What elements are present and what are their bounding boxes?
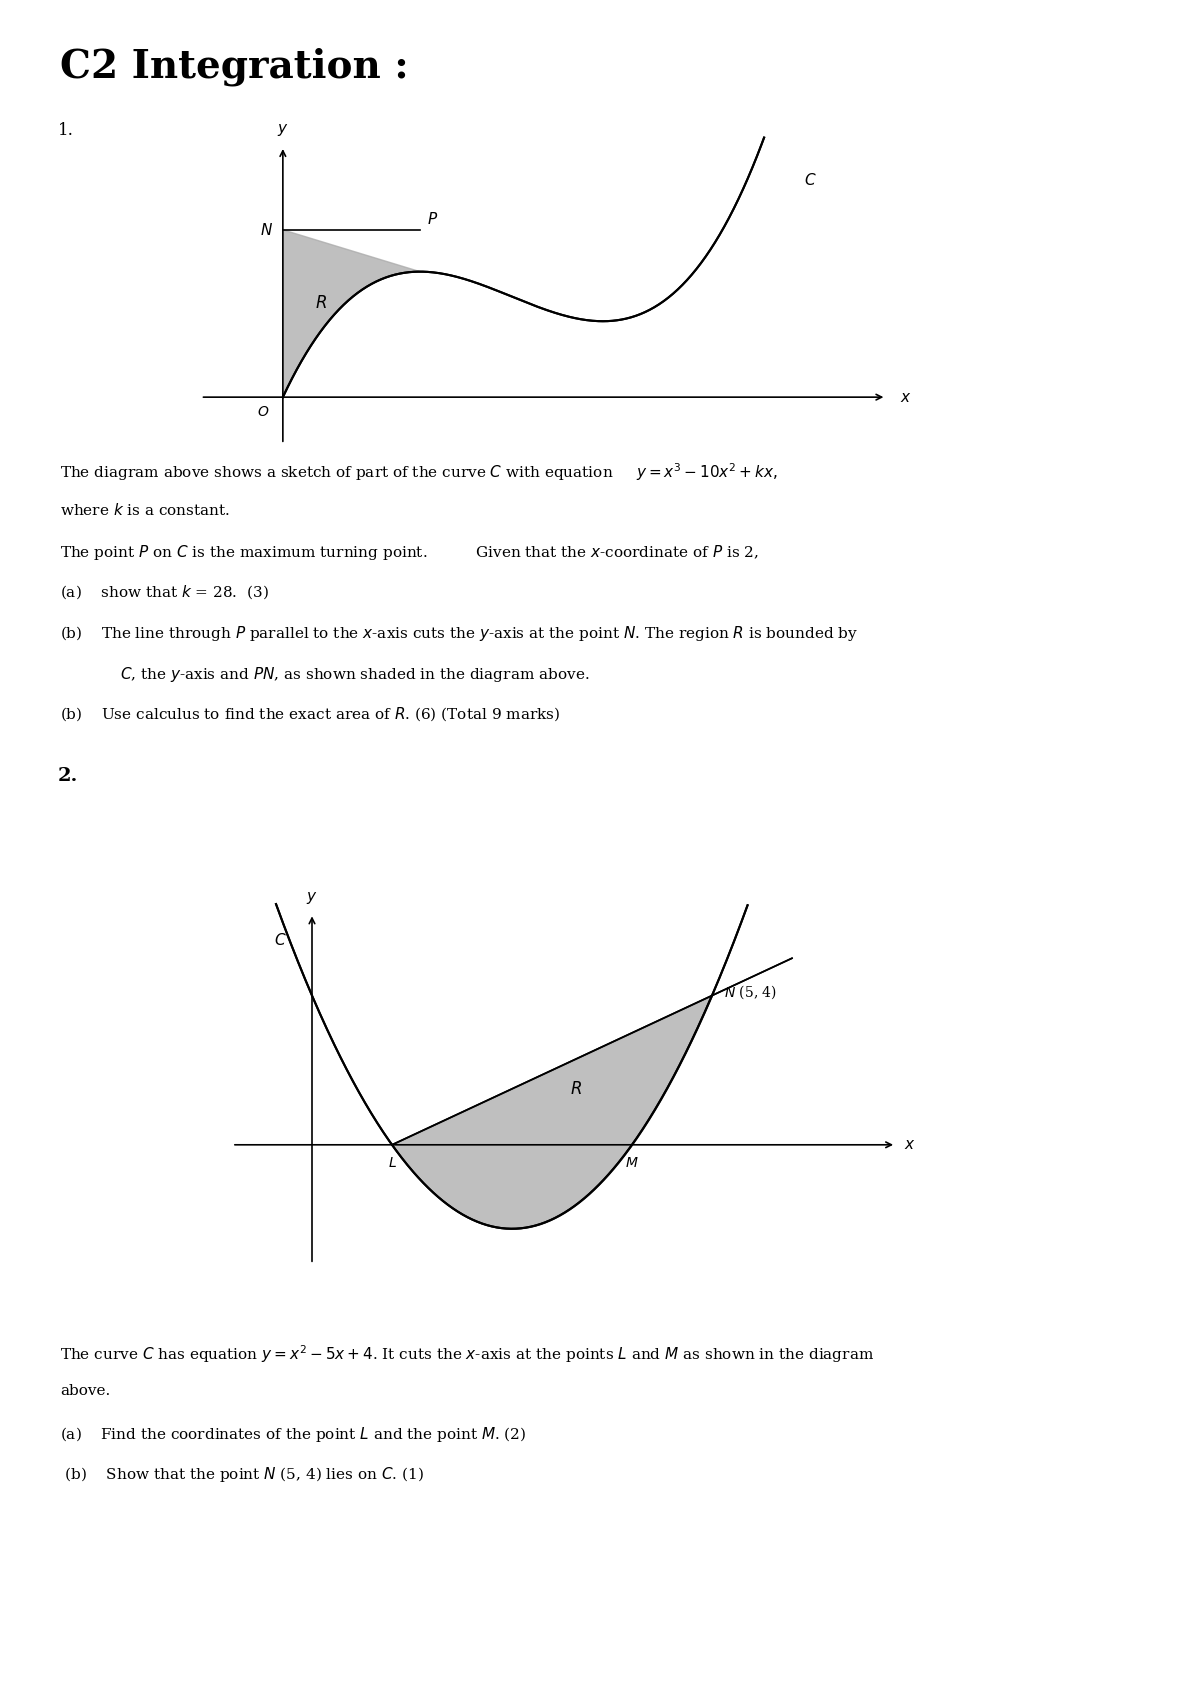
Text: The curve $C$ has equation $y = x^2 - 5x + 4$. It cuts the $x$-axis at the point: The curve $C$ has equation $y = x^2 - 5x…	[60, 1343, 874, 1365]
Text: C2 Integration :: C2 Integration :	[60, 47, 409, 86]
Text: (a)    show that $k$ = 28.  (3): (a) show that $k$ = 28. (3)	[60, 583, 269, 600]
Text: $C$: $C$	[804, 171, 816, 188]
Text: $y$: $y$	[306, 890, 318, 906]
Text: $P$: $P$	[427, 212, 438, 227]
Text: The point $P$ on $C$ is the maximum turning point.          Given that the $x$-c: The point $P$ on $C$ is the maximum turn…	[60, 543, 758, 561]
Text: $R$: $R$	[314, 293, 326, 312]
Text: $R$: $R$	[570, 1080, 582, 1097]
Text: (b)    Use calculus to find the exact area of $R$. (6) (Total 9 marks): (b) Use calculus to find the exact area …	[60, 706, 560, 722]
Text: 1.: 1.	[58, 122, 73, 139]
Text: $x$: $x$	[900, 390, 912, 405]
Text: $O$: $O$	[257, 405, 269, 419]
Text: $N$ (5, 4): $N$ (5, 4)	[724, 984, 776, 1001]
Text: (a)    Find the coordinates of the point $L$ and the point $M$. (2): (a) Find the coordinates of the point $L…	[60, 1425, 527, 1443]
Text: $y$: $y$	[277, 122, 289, 139]
Text: $C$, the $y$-axis and $PN$, as shown shaded in the diagram above.: $C$, the $y$-axis and $PN$, as shown sha…	[120, 665, 589, 683]
Text: $N$: $N$	[259, 222, 272, 237]
Text: (b)    Show that the point $N$ (5, 4) lies on $C$. (1): (b) Show that the point $N$ (5, 4) lies …	[60, 1465, 424, 1484]
Text: $L$: $L$	[388, 1157, 396, 1170]
Text: (b)    The line through $P$ parallel to the $x$-axis cuts the $y$-axis at the po: (b) The line through $P$ parallel to the…	[60, 624, 858, 643]
Text: $M$: $M$	[625, 1157, 638, 1170]
Text: $x$: $x$	[904, 1138, 916, 1152]
Text: The diagram above shows a sketch of part of the curve $C$ with equation     $y =: The diagram above shows a sketch of part…	[60, 461, 778, 483]
Text: where $k$ is a constant.: where $k$ is a constant.	[60, 502, 230, 517]
Text: $C$: $C$	[274, 931, 287, 948]
Text: 2.: 2.	[58, 767, 78, 785]
Polygon shape	[283, 231, 420, 397]
Text: above.: above.	[60, 1384, 110, 1398]
